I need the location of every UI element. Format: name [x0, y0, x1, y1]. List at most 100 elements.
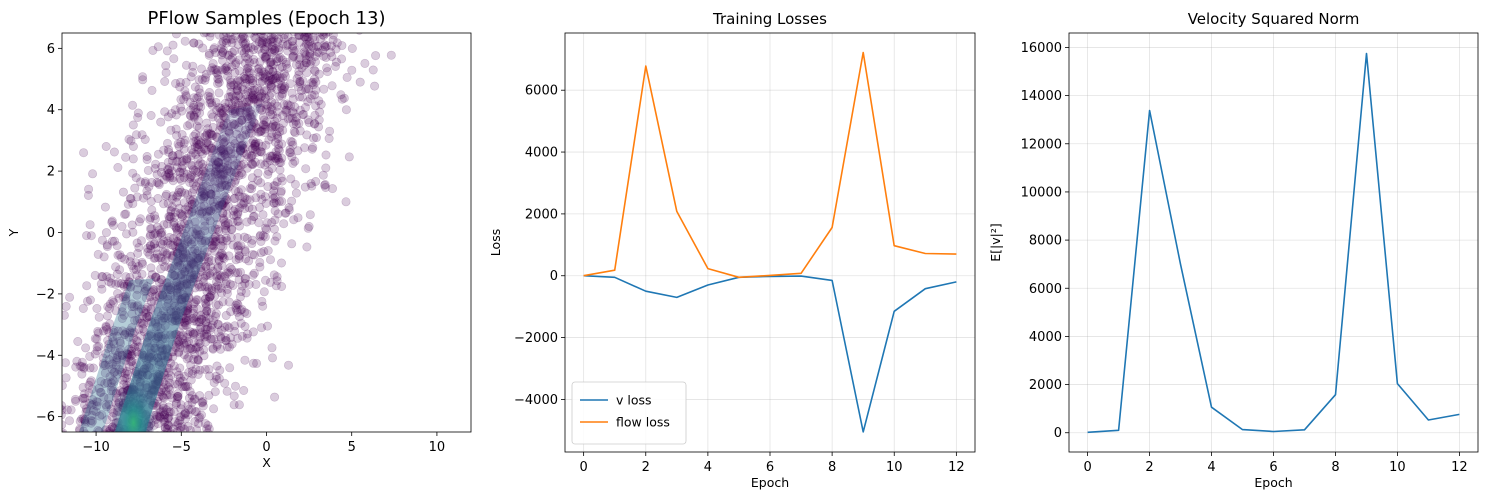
- sample-point: [156, 407, 166, 417]
- sample-point: [204, 129, 214, 139]
- sample-point: [303, 115, 313, 125]
- sample-point: [205, 95, 215, 105]
- sample-point: [164, 373, 174, 383]
- sample-point: [214, 102, 224, 112]
- sample-point: [288, 140, 298, 150]
- sample-point: [189, 100, 199, 110]
- sample-point: [239, 385, 249, 395]
- sample-point: [101, 349, 111, 359]
- sample-point: [86, 231, 96, 241]
- sample-point: [131, 173, 141, 183]
- sample-point: [198, 401, 208, 411]
- sample-point: [182, 354, 192, 364]
- sample-point: [184, 404, 194, 414]
- sample-point: [278, 111, 288, 121]
- sample-point: [277, 62, 287, 72]
- sample-point: [213, 113, 223, 123]
- sample-point: [148, 286, 158, 296]
- sample-point: [62, 401, 66, 411]
- sample-point: [200, 132, 210, 142]
- sample-point: [295, 79, 305, 89]
- sample-point: [171, 79, 181, 89]
- sample-point: [197, 314, 207, 324]
- sample-point: [213, 327, 223, 337]
- sample-point: [225, 268, 235, 278]
- sample-point: [207, 334, 217, 344]
- sample-point: [220, 378, 230, 388]
- sample-point: [161, 191, 171, 201]
- sample-point: [196, 138, 206, 148]
- sample-point: [205, 88, 215, 98]
- sample-point: [205, 268, 215, 278]
- sample-point: [194, 123, 204, 133]
- sample-point: [324, 134, 334, 144]
- sample-point: [194, 140, 204, 150]
- sample-point: [77, 357, 87, 367]
- sample-point: [248, 358, 258, 368]
- sample-point: [311, 77, 321, 87]
- sample-point: [321, 150, 331, 160]
- sample-point: [267, 128, 277, 138]
- sample-point: [252, 124, 262, 134]
- sample-point: [187, 145, 197, 155]
- sample-point: [187, 161, 197, 171]
- sample-point: [187, 170, 197, 180]
- y-axis-label: Y: [6, 228, 21, 237]
- sample-point: [204, 424, 214, 432]
- sample-point: [283, 100, 293, 110]
- sample-point: [206, 262, 216, 272]
- sample-point: [116, 279, 126, 289]
- sample-point: [238, 37, 248, 47]
- sample-point: [287, 152, 297, 162]
- sample-point: [119, 310, 129, 320]
- sample-point: [248, 159, 258, 169]
- sample-point: [283, 360, 293, 370]
- sample-point: [167, 429, 175, 432]
- sample-point: [245, 183, 255, 193]
- sample-point: [237, 331, 247, 341]
- sample-point: [261, 117, 271, 127]
- sample-point: [269, 186, 279, 196]
- sample-point: [120, 368, 130, 378]
- sample-point: [116, 344, 126, 354]
- sample-point: [181, 381, 191, 391]
- sample-point: [240, 74, 250, 84]
- sample-point: [142, 302, 152, 312]
- sample-point: [267, 123, 277, 133]
- sample-point: [121, 152, 131, 162]
- sample-point: [283, 114, 293, 124]
- sample-point: [261, 100, 271, 110]
- sample-point: [190, 113, 200, 123]
- sample-point: [222, 284, 232, 294]
- sample-point: [277, 281, 287, 291]
- sample-point: [303, 97, 313, 107]
- sample-point: [278, 73, 288, 83]
- sample-point: [247, 144, 257, 154]
- sample-point: [204, 253, 214, 263]
- sample-point: [311, 133, 321, 143]
- sample-point: [122, 229, 132, 239]
- sample-point: [290, 128, 300, 138]
- sample-point: [164, 411, 174, 421]
- sample-point: [137, 130, 147, 140]
- sample-point: [195, 338, 205, 348]
- sample-point: [261, 86, 271, 96]
- sample-point: [87, 400, 97, 410]
- sample-point: [231, 268, 241, 278]
- sample-point: [129, 264, 139, 274]
- sample-point: [238, 33, 248, 41]
- sample-point: [85, 398, 95, 408]
- sample-point: [194, 166, 204, 176]
- sample-point: [100, 202, 110, 212]
- sample-point: [250, 145, 260, 155]
- sample-point: [307, 90, 317, 100]
- sample-point: [159, 236, 169, 246]
- sample-point: [217, 50, 227, 60]
- sample-point: [257, 296, 267, 306]
- sample-point: [93, 397, 103, 407]
- velocity-norm-panel: 0 2 4 6 8 10 120200040006000800010000120001400…: [988, 10, 1479, 490]
- x-tick-label: 10: [886, 460, 903, 475]
- sample-point: [122, 352, 132, 362]
- sample-point: [62, 310, 69, 320]
- sample-point: [272, 232, 282, 242]
